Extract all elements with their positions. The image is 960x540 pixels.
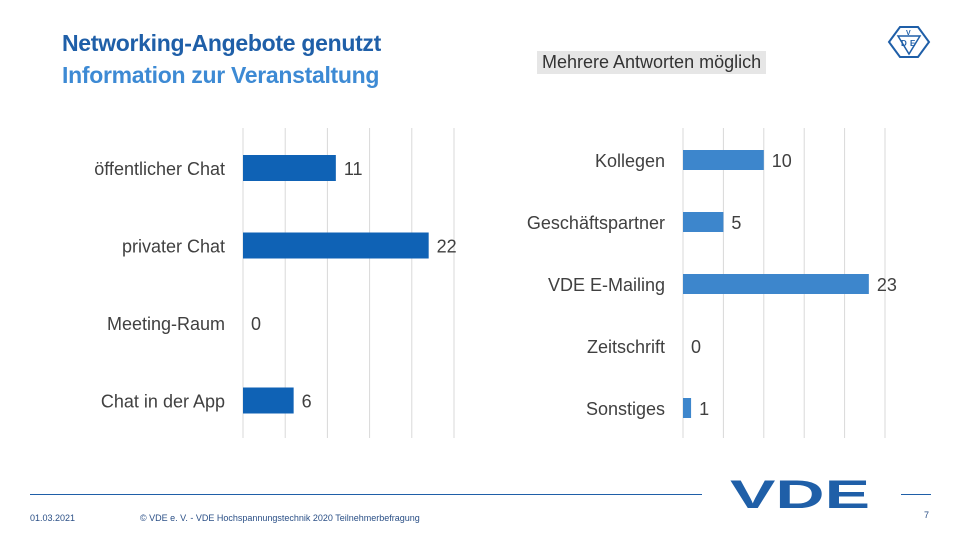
bar: [683, 274, 869, 294]
svg-text:D: D: [901, 39, 907, 48]
value-label: 5: [731, 213, 741, 233]
category-label: VDE E-Mailing: [548, 275, 665, 295]
bar: [243, 232, 429, 259]
vde-logo-icon: D E V: [887, 26, 931, 58]
bar: [683, 398, 692, 418]
svg-text:VDE: VDE: [730, 475, 870, 515]
value-label: 0: [251, 314, 261, 334]
category-label: privater Chat: [122, 237, 225, 257]
footer-rule-left: [30, 494, 702, 495]
page-number: 7: [924, 510, 930, 520]
category-label: Zeitschrift: [587, 337, 665, 357]
value-label: 0: [691, 337, 701, 357]
vde-logo: VDE: [730, 475, 870, 515]
value-label: 10: [772, 151, 792, 171]
footer-copyright: © VDE e. V. - VDE Hochspannungstechnik 2…: [140, 513, 420, 523]
bar: [683, 212, 724, 232]
category-label: öffentlicher Chat: [94, 159, 225, 179]
value-label: 1: [699, 399, 709, 419]
value-label: 23: [877, 275, 897, 295]
category-label: Kollegen: [595, 151, 665, 171]
page-title: Networking-Angebote genutzt: [62, 30, 381, 56]
category-label: Geschäftspartner: [527, 213, 665, 233]
category-label: Meeting-Raum: [107, 314, 225, 334]
page-subtitle: Information zur Veranstaltung: [62, 62, 380, 88]
category-label: Sonstiges: [586, 399, 665, 419]
footer-date: 01.03.2021: [30, 513, 76, 523]
category-label: Chat in der App: [101, 392, 225, 412]
svg-text:E: E: [910, 39, 916, 48]
value-label: 11: [344, 159, 363, 179]
bar: [243, 387, 294, 414]
value-label: 6: [302, 392, 312, 412]
bar: [243, 155, 336, 181]
value-label: 22: [437, 237, 457, 257]
multiple-answers-note: Mehrere Antworten möglich: [537, 51, 767, 74]
svg-text:V: V: [906, 30, 911, 37]
bar: [683, 150, 764, 170]
footer-rule-right: [901, 494, 931, 495]
